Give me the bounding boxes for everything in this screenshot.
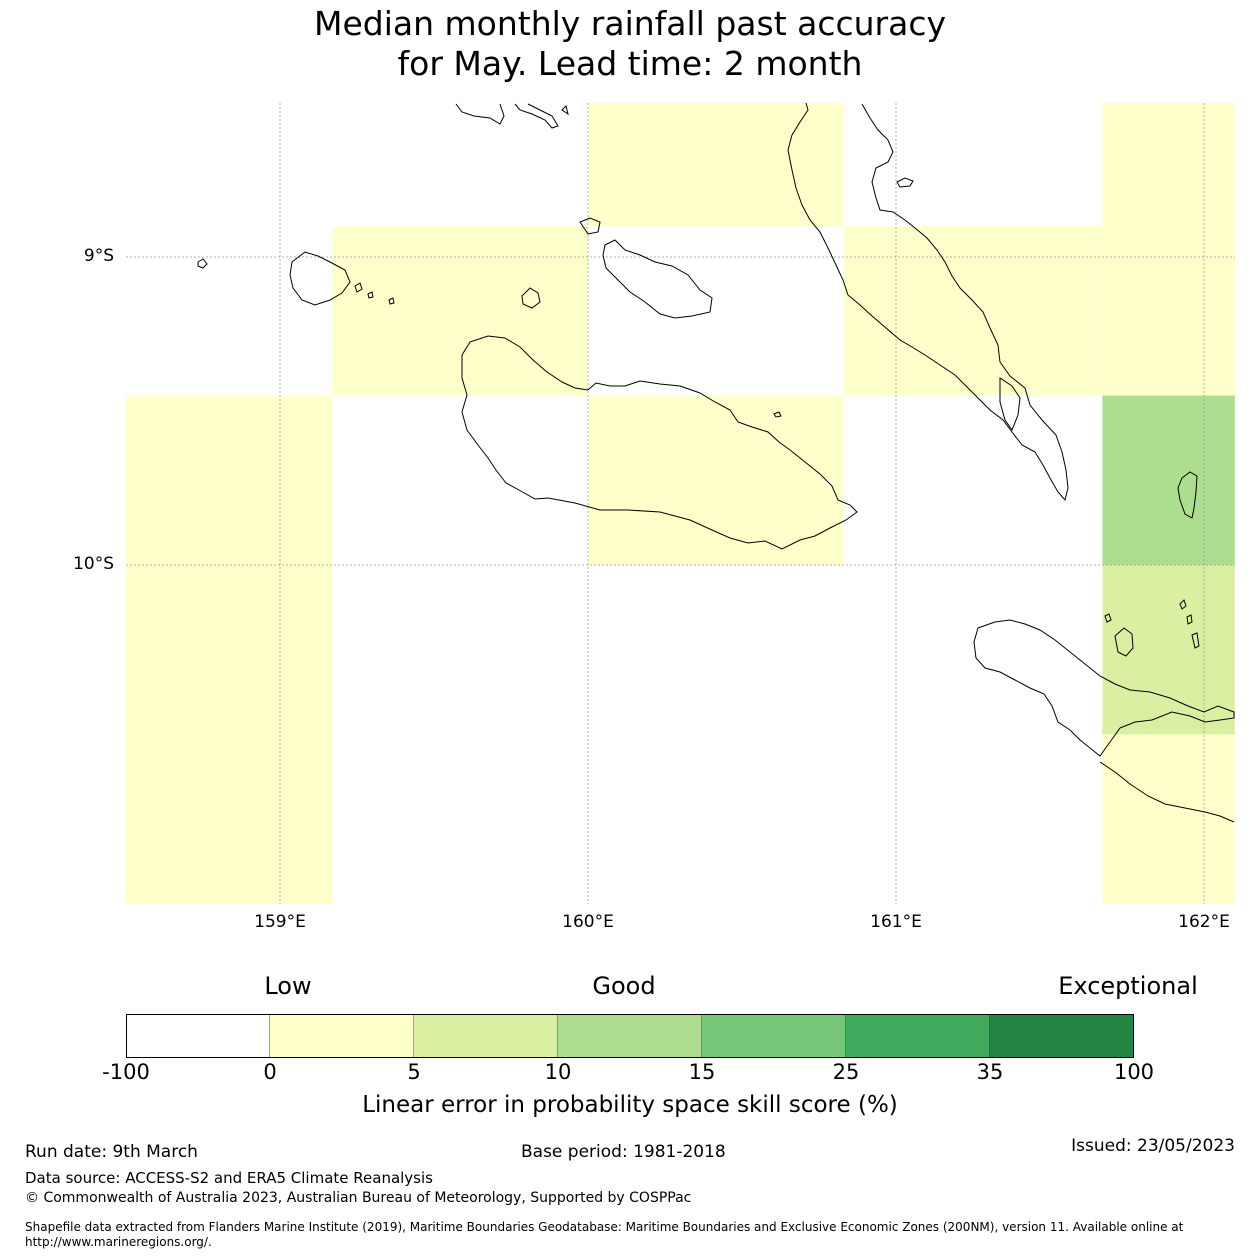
skill-cell (1102, 565, 1235, 735)
coastline-islet-2 (367, 291, 374, 299)
lat-label-10S: 10°S (73, 554, 114, 574)
colorbar-tick: -100 (102, 1060, 150, 1084)
skill-cell (332, 226, 588, 396)
coastline-ulawa (1177, 471, 1198, 519)
colorbar-category-good: Good (592, 972, 656, 1000)
colorbar-tick: 10 (544, 1060, 572, 1084)
lon-label-159E: 159°E (254, 912, 306, 932)
coastline-small-north (579, 217, 601, 235)
title-line-1: Median monthly rainfall past accuracy (313, 4, 947, 43)
coastline-top-2 (514, 103, 559, 129)
skill-cell (588, 395, 844, 565)
coastline-islet-7 (1104, 613, 1112, 623)
coastline-islet-west (197, 258, 208, 269)
skill-cell (1102, 103, 1235, 396)
graticule (126, 103, 1235, 904)
colorbar-tick: 100 (1113, 1060, 1155, 1084)
shapefile-credit: Shapefile data extracted from Flanders M… (25, 1220, 1184, 1249)
skill-cell (126, 395, 333, 904)
colorbar-tick: 25 (832, 1060, 860, 1084)
data-source: Data source: ACCESS-S2 and ERA5 Climate … (25, 1169, 433, 1187)
skill-grid-cells (126, 103, 1235, 904)
colorbar-tick: 35 (976, 1060, 1004, 1084)
coastline-islet-5 (773, 411, 782, 418)
coastline-islet-1 (354, 282, 363, 293)
coastline-nggela (602, 239, 713, 319)
colorbar-tick: 15 (688, 1060, 716, 1084)
coastline-guadalcanal (461, 335, 858, 550)
copyright: © Commonwealth of Australia 2023, Austra… (25, 1190, 692, 1206)
issued-date: Issued: 23/05/2023 (1071, 1136, 1235, 1156)
coastline-savo (521, 287, 541, 309)
coastline-islet-8 (1179, 599, 1187, 610)
colorbar-tick: 5 (407, 1060, 421, 1084)
coastlines (197, 102, 1235, 823)
coastline-malaita (787, 102, 1069, 502)
run-date: Run date: 9th March (25, 1142, 198, 1162)
coastline-top-1 (455, 103, 505, 125)
coastline-makira-south (1099, 761, 1235, 823)
coastline-islet-10 (1191, 632, 1200, 649)
coastline-islet-3 (388, 297, 395, 305)
coastline-islet-4 (896, 177, 914, 188)
skill-cell (843, 226, 1103, 396)
lon-label-161E: 161°E (870, 912, 922, 932)
skill-cell (1102, 734, 1235, 904)
coastline-islet-6 (1114, 627, 1134, 657)
lat-label-9S: 9°S (83, 246, 114, 266)
skill-cell (588, 103, 844, 227)
coastline-makira (973, 619, 1235, 757)
colorbar-category-low: Low (264, 972, 312, 1000)
colorbar-category-exceptional: Exceptional (1058, 972, 1198, 1000)
coastline-malaita-south (999, 377, 1021, 432)
lon-label-162E: 162°E (1178, 912, 1230, 932)
colorbar-tick: 0 (263, 1060, 277, 1084)
colorbar-label: Linear error in probability space skill … (362, 1092, 898, 1118)
colorbar-frame (126, 1014, 1134, 1058)
skill-cell (1102, 395, 1235, 565)
map-panel (126, 102, 1235, 904)
coastline-russell (289, 251, 351, 306)
coastline-islet-9 (1186, 614, 1193, 625)
title-line-2: for May. Lead time: 2 month (397, 44, 863, 83)
lon-label-160E: 160°E (562, 912, 614, 932)
base-period: Base period: 1981-2018 (521, 1142, 726, 1162)
chart-title: Median monthly rainfall past accuracy fo… (0, 4, 1260, 84)
coastline-top-3 (561, 105, 569, 116)
